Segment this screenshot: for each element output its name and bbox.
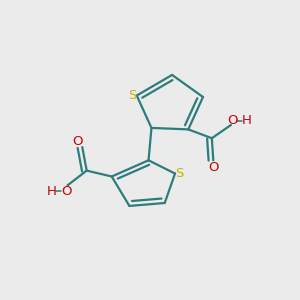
Text: H: H [242,114,252,127]
Text: O: O [227,114,238,127]
Text: H: H [46,185,56,198]
Text: S: S [175,167,184,180]
Text: O: O [61,185,71,198]
Text: O: O [73,135,83,148]
Text: S: S [128,89,136,102]
Text: O: O [208,161,219,174]
